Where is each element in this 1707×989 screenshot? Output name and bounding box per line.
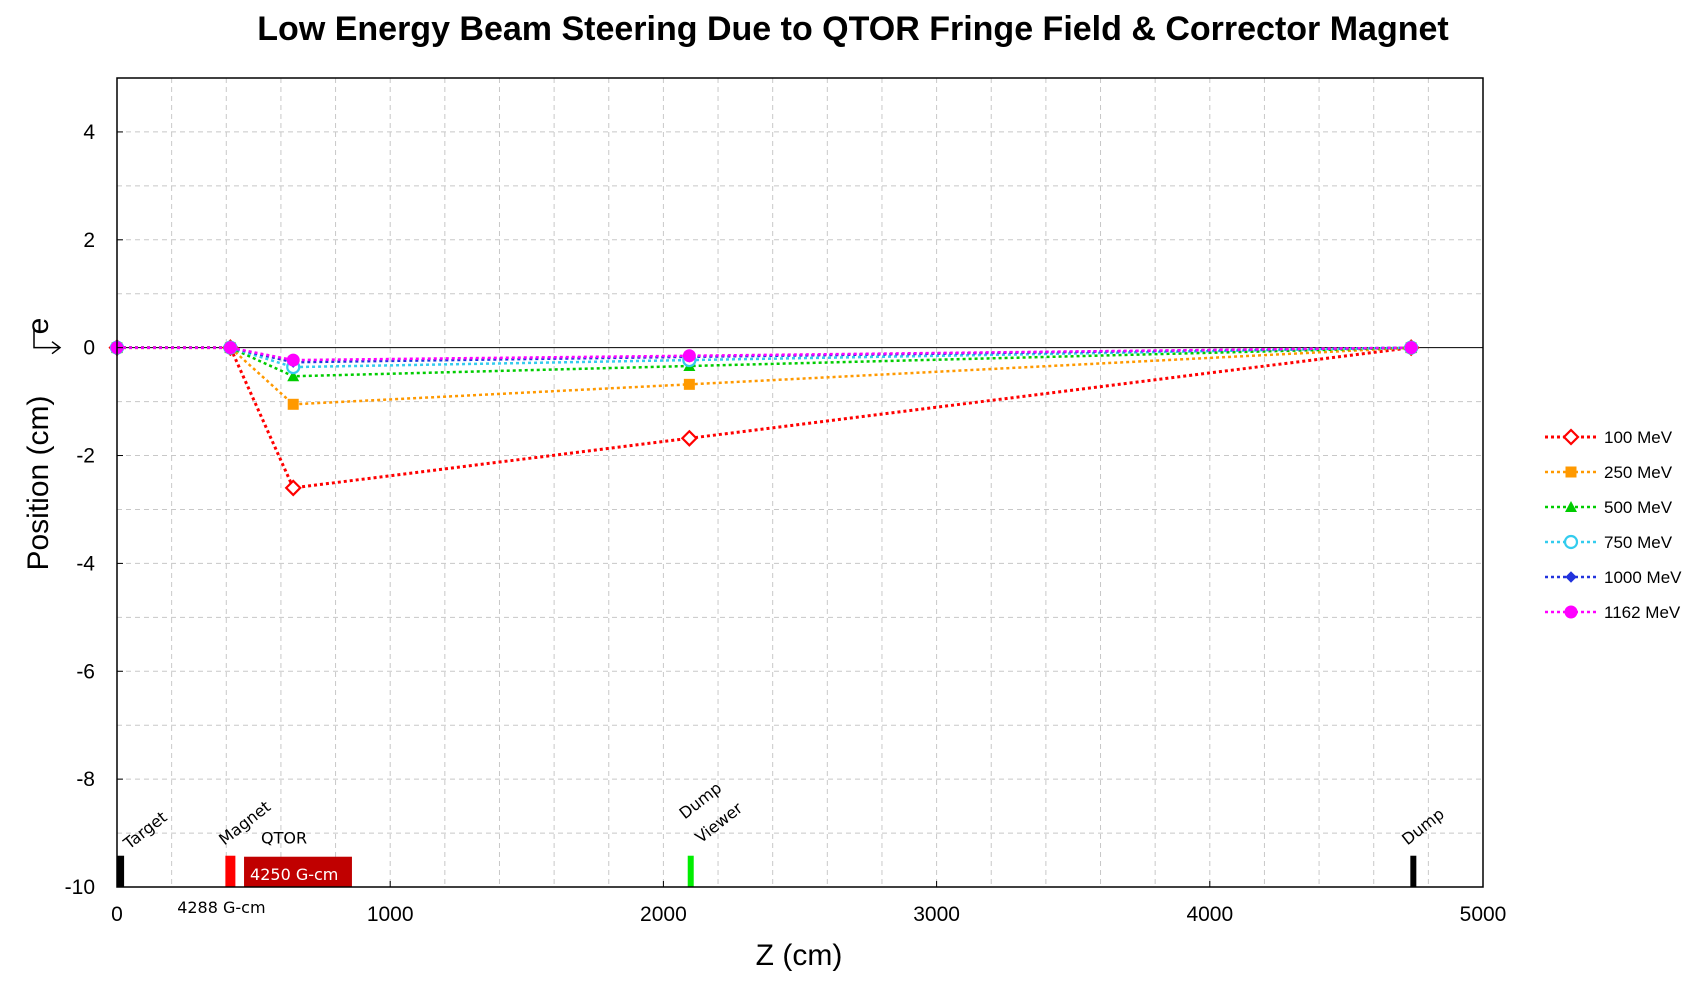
series-100-mev bbox=[108, 339, 1420, 497]
dump-label: Dump bbox=[1398, 804, 1448, 849]
series-lines bbox=[108, 339, 1420, 497]
legend-entry: 500 MeV bbox=[1545, 498, 1673, 517]
data-point bbox=[284, 479, 302, 497]
x-axis-label: Z (cm) bbox=[756, 939, 843, 972]
legend-entry: 1162 MeV bbox=[1545, 603, 1681, 622]
x-tick-label: 5000 bbox=[1460, 903, 1507, 926]
y-tick-label: 0 bbox=[83, 337, 95, 360]
data-point bbox=[287, 370, 300, 382]
legend-marker bbox=[1562, 428, 1580, 446]
dump-marker bbox=[1410, 855, 1417, 887]
target-marker bbox=[117, 855, 125, 887]
magnet-marker bbox=[225, 855, 236, 887]
series-1162-mev bbox=[110, 341, 1418, 367]
qtor-marker bbox=[244, 856, 352, 887]
y-tick-label: 4 bbox=[83, 121, 95, 144]
y-tick-label: -4 bbox=[76, 552, 95, 575]
legend-label: 1000 MeV bbox=[1604, 568, 1682, 587]
beam-arrow-icon bbox=[33, 327, 62, 355]
legend-entry: 750 MeV bbox=[1545, 533, 1673, 552]
data-point bbox=[682, 349, 696, 363]
x-tick-label: 4000 bbox=[1186, 903, 1233, 926]
x-tick-label: 2000 bbox=[640, 903, 687, 926]
legend-marker bbox=[1564, 605, 1578, 619]
series-line bbox=[117, 346, 1412, 378]
legend-label: 1162 MeV bbox=[1604, 603, 1681, 622]
chart-title: Low Energy Beam Steering Due to QTOR Fri… bbox=[257, 10, 1448, 48]
legend-marker bbox=[1565, 466, 1577, 478]
legend-label: 100 MeV bbox=[1604, 428, 1673, 447]
legend-entry: 1000 MeV bbox=[1545, 568, 1682, 587]
qtor-field-label: 4250 G-cm bbox=[250, 865, 338, 884]
legend-entry: 100 MeV bbox=[1545, 428, 1673, 447]
y-tick-label: -6 bbox=[76, 660, 95, 683]
grid bbox=[117, 78, 1483, 887]
y-tick-label: 2 bbox=[83, 229, 95, 252]
legend-label: 250 MeV bbox=[1604, 463, 1673, 482]
magnet-field-label: 4288 G-cm bbox=[177, 898, 265, 917]
legend-marker bbox=[1565, 501, 1577, 512]
x-tick-label: 1000 bbox=[367, 903, 414, 926]
y-axis-label: Position (cm) bbox=[22, 395, 55, 570]
data-point bbox=[287, 398, 299, 410]
legend: 100 MeV 250 MeV 500 MeV 750 MeV 1000 MeV 1162… bbox=[1545, 428, 1682, 622]
beam-direction-indicator: e bbox=[22, 318, 62, 355]
legend-entry: 250 MeV bbox=[1545, 463, 1673, 482]
series-line bbox=[117, 346, 1412, 406]
x-tick-label: 0 bbox=[111, 903, 123, 926]
data-point bbox=[1404, 341, 1418, 355]
dump-viewer-marker bbox=[687, 855, 694, 887]
series-line bbox=[117, 346, 1412, 490]
legend-marker bbox=[1565, 571, 1577, 583]
data-point bbox=[683, 378, 695, 390]
series-750-mev bbox=[109, 340, 1419, 375]
legend-marker bbox=[1563, 534, 1579, 550]
beam-label: e bbox=[22, 318, 55, 335]
legend-label: 750 MeV bbox=[1604, 533, 1673, 552]
tick-labels: 0 1000 2000 3000 4000 5000 -10 -8 -6 -4 -2 0 2 4 bbox=[65, 121, 1507, 926]
data-point bbox=[223, 341, 237, 355]
x-tick-label: 3000 bbox=[913, 903, 960, 926]
data-point bbox=[680, 429, 698, 447]
y-tick-label: -10 bbox=[65, 876, 95, 899]
target-label: Target bbox=[119, 807, 170, 853]
legend-label: 500 MeV bbox=[1604, 498, 1673, 517]
plot-frame bbox=[116, 77, 1484, 888]
y-tick-label: -8 bbox=[76, 768, 95, 791]
qtor-label: QTOR bbox=[261, 829, 307, 848]
data-point bbox=[286, 353, 300, 367]
y-tick-label: -2 bbox=[76, 445, 95, 468]
